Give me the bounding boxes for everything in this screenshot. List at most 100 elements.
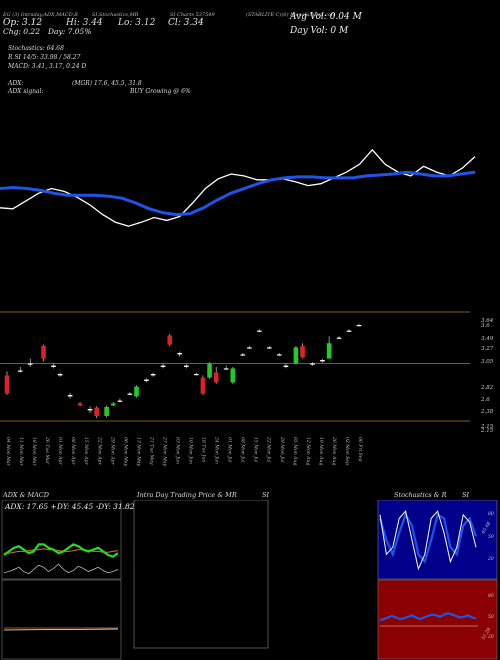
price-axis: 3.643.6 3.49 3.27 3.05 2.82 2.6 2.38 2.152.15 (480, 318, 494, 434)
candle-body (77, 403, 83, 406)
day-change: Day: 7.05% (48, 27, 92, 36)
candle-body (177, 353, 182, 355)
candle-body (134, 386, 139, 397)
adx-panel (1, 500, 122, 580)
candle-body (57, 374, 63, 376)
date-tick-label: 02 Mon Sep (344, 437, 350, 465)
price-tick-label: 3.27 (481, 346, 494, 352)
main-chart: 3.643.6 3.49 3.27 3.05 2.82 2.6 2.38 2.152.15 0… (0, 148, 494, 467)
chart-header-line1d: (STARLITE C)(0) MunafaSutra.com (246, 12, 336, 18)
stoch-tick-label: 20 (487, 556, 494, 562)
date-tick-label: 18 Mon Mar (31, 437, 37, 467)
stoch-slow-line (378, 512, 478, 564)
date-tick-label: 19 Mon Aug (318, 437, 324, 465)
candle-body (144, 379, 149, 381)
stoch-panel-title: Stochastics & R (394, 491, 447, 499)
candle-body (300, 346, 305, 358)
date-tick-label: 03 Mon Jun (175, 437, 181, 464)
price-tick-label: 3.49 (481, 336, 494, 342)
candle-body (4, 375, 10, 394)
candle-body (127, 393, 133, 395)
candle-body (336, 337, 342, 339)
candle-body (293, 347, 299, 364)
intraday-panel (133, 500, 269, 649)
intraday-panel-title: Intra Day Trading Price & MR (137, 491, 237, 499)
date-tick-label: 04 Mon Mar (5, 437, 11, 467)
stoch-panel-title-b: SI (462, 491, 470, 499)
candle-body (320, 360, 325, 362)
candle-body (283, 365, 289, 367)
date-tick-label: 18 Tue Jun (201, 437, 207, 462)
candle-body (150, 374, 156, 376)
date-tick-label: 22 Mon Apr (96, 436, 102, 465)
chart-header-line1: EG (3) Intraday,ADX,MACD,R (3, 12, 78, 18)
price-tick-label: 2.15 (480, 428, 494, 434)
stoch-fast-line (379, 510, 477, 571)
candle-body (27, 363, 33, 365)
stoch-tick-label: 50 (488, 534, 494, 540)
candle-body (87, 409, 93, 411)
open-price: Op: 3.12 (3, 18, 43, 28)
candle-body (184, 365, 189, 367)
adx-orange-line (4, 548, 119, 554)
candle-body (193, 374, 199, 376)
rsi-panel (377, 579, 498, 660)
stoch-tick-label: 80 (488, 511, 494, 517)
candle-body (346, 330, 352, 332)
candle-body (326, 343, 332, 359)
rsi-lines (379, 611, 478, 627)
candle-body (94, 407, 99, 416)
price-tick-label: 3.6 (481, 323, 490, 329)
price-tick-label: 2.15 (480, 424, 494, 430)
macd-lines (3, 627, 119, 631)
date-tick-label: 29 Mon Apr (109, 436, 115, 465)
rsi-tick-label: 80 (488, 593, 494, 599)
rsi-value: R SI 14/5: 33.98 / 58.27 (8, 54, 81, 61)
stochastics-value: Stochastics: 64.68 (8, 45, 64, 52)
date-tick-label: 10 Mon Jun (188, 437, 194, 464)
mgr-value: (MGR) 17.6, 45.5, 31.8 (72, 80, 142, 87)
chart-header-line1c: SI Charts 537549 (170, 12, 215, 18)
candle-body (51, 365, 56, 367)
candle-body (110, 403, 116, 406)
price-tick-label: 3.64 (481, 318, 494, 324)
price-tick-label: 2.38 (480, 409, 494, 415)
date-tick-label: 12 Mon Aug (305, 437, 311, 465)
adx-green-line (3, 543, 119, 558)
adx-label: ADX: (8, 80, 24, 87)
candle-body (207, 363, 212, 378)
date-axis: 04 Mon Mar 11 Mon Mar 18 Mon Mar 26 Tue Mar… (5, 436, 363, 467)
candle-body (117, 400, 123, 402)
date-tick-label: 29 Mon Jul (279, 436, 285, 463)
candle-body (230, 368, 236, 383)
macd-value: MACD: 3.41, 3.17, 0.24 D (8, 63, 87, 70)
candle-body (277, 354, 282, 356)
day-volume: Day Vol: 0 M (290, 26, 349, 36)
buy-signal: BUY Growing @ 6% (130, 88, 191, 95)
macd-line (3, 628, 119, 631)
candle-body (247, 347, 252, 349)
candlestick-layer (0, 311, 470, 422)
intraday-panel-title-b: SI (262, 491, 270, 499)
rsi-line (379, 611, 477, 622)
date-tick-label: 06 Mon May (122, 437, 128, 467)
rsi-current-value: 51.29 (481, 627, 493, 641)
date-tick-label: 22 Mon Jul (266, 436, 272, 463)
candle-body (356, 325, 362, 327)
rsi-tick-label: 20 (487, 634, 494, 640)
adx-panel-title: ADX & MACD (3, 491, 49, 499)
candle-body (160, 365, 166, 367)
candle-body (223, 368, 229, 370)
date-tick-label: 01 Mon Apr (57, 437, 63, 465)
candle-body (240, 354, 246, 356)
high-price: Hi: 3.44 (66, 18, 103, 28)
candle-body (41, 346, 46, 359)
date-tick-label: 06 Fri Sep (357, 437, 363, 461)
candle-body (17, 370, 23, 372)
price-tick-label: 3.05 (481, 359, 494, 365)
date-tick-label: 27 Mon May (161, 436, 167, 467)
candle-body (213, 372, 219, 383)
candle-body (67, 395, 73, 397)
candle-body (200, 377, 206, 394)
